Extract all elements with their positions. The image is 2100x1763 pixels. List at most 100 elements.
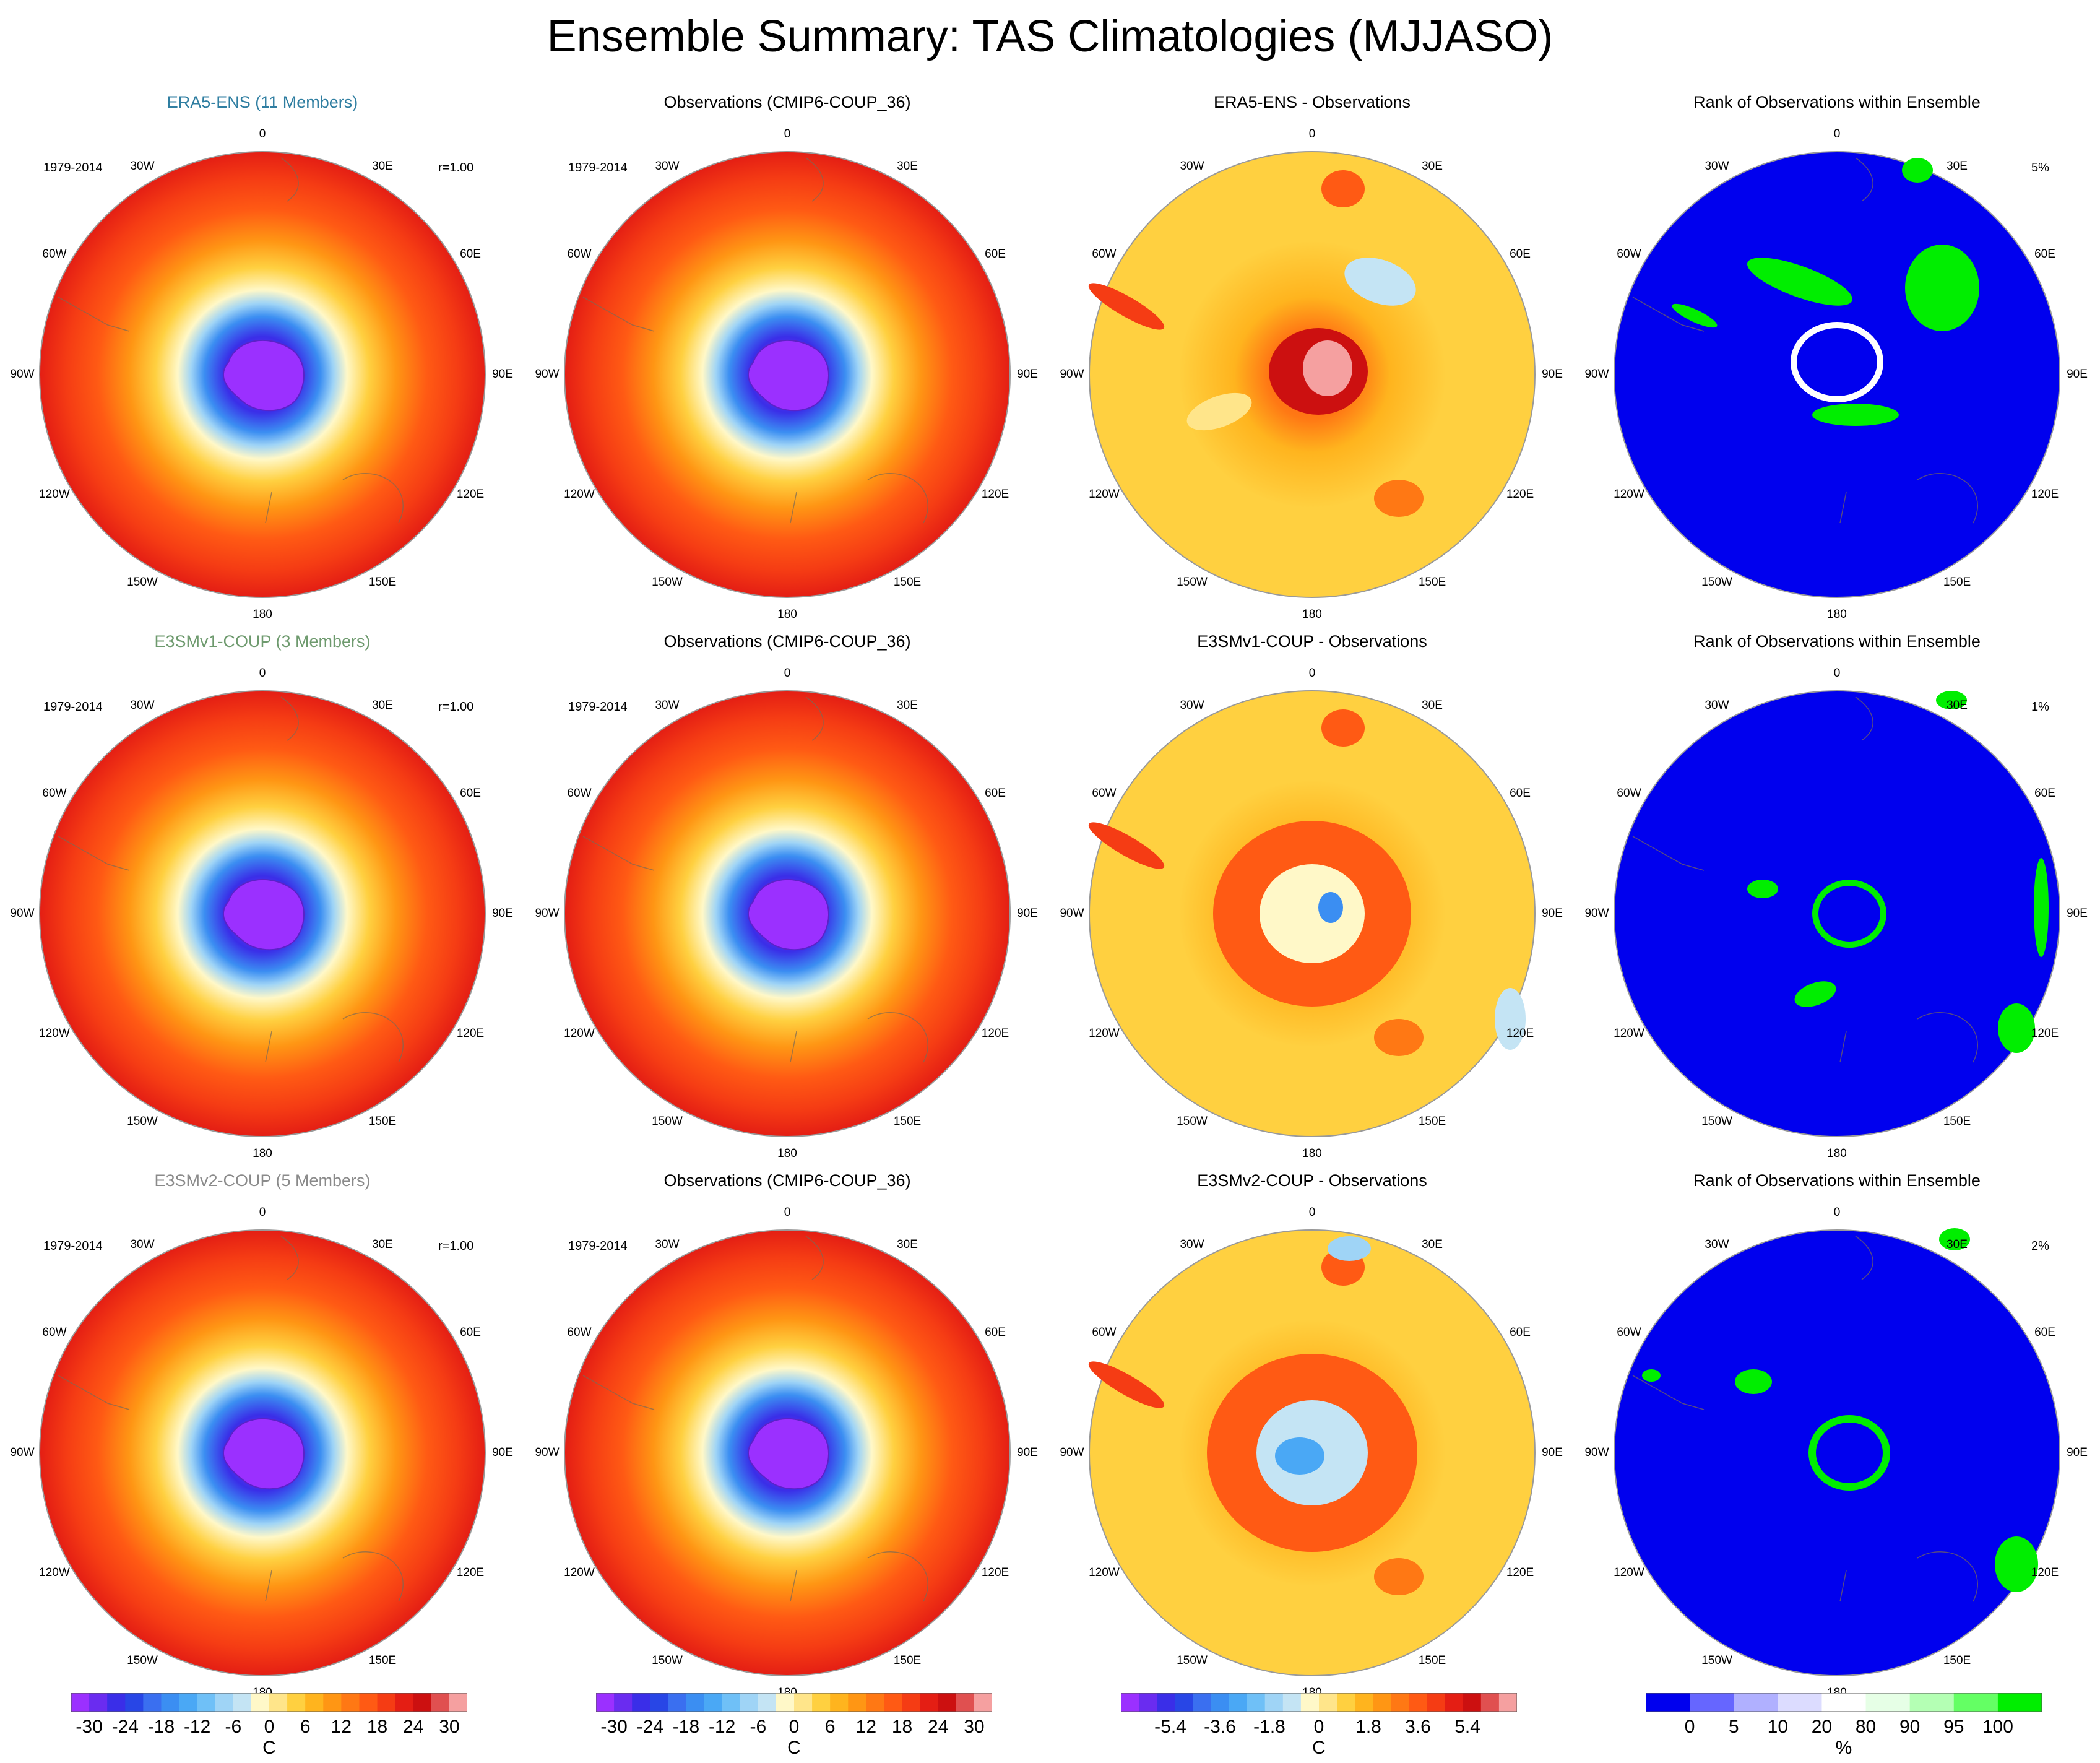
longitude-label: 90E <box>2067 368 2088 381</box>
colorbar-swatch <box>596 1693 615 1712</box>
longitude-label: 60W <box>567 248 592 261</box>
longitude-label: 30W <box>1180 159 1204 173</box>
map-panel-diff: E3SMv1-COUP - Observations 0 30E 60E 90E 120E… <box>1050 632 1575 1171</box>
page-title: Ensemble Summary: TAS Climatologies (MJJ… <box>547 12 1553 61</box>
colorbar-unit-label: C <box>787 1738 801 1758</box>
colorbar-swatches <box>1120 1692 1518 1712</box>
longitude-label: 180 <box>1827 608 1847 621</box>
south-america-coast <box>58 1375 130 1410</box>
australia-coast <box>1917 1012 1978 1063</box>
colorbar-swatch <box>758 1693 777 1712</box>
longitude-label: 30E <box>1947 698 1968 712</box>
colorbar-swatch <box>830 1693 849 1712</box>
longitude-label: 120E <box>456 1566 485 1579</box>
colorbar-tick-label: -3.6 <box>1204 1717 1236 1737</box>
map-panel-clim: E3SMv1-COUP (3 Members) 0 30E 60E 90E 120E 150… <box>0 632 525 1171</box>
tropical-warm-band <box>1088 283 1165 330</box>
colorbar-swatch <box>1909 1693 1955 1712</box>
colorbar-swatch <box>1282 1693 1302 1712</box>
longitude-label: 0 <box>259 667 266 680</box>
longitude-label: 150E <box>368 1115 397 1128</box>
longitude-label: 150W <box>652 1115 683 1128</box>
colorbar-swatch <box>1121 1693 1139 1712</box>
colorbar-swatch <box>1953 1693 1998 1712</box>
longitude-label: 60W <box>42 248 67 261</box>
colorbar-swatch <box>1319 1693 1337 1712</box>
colorbar-tick-label: -24 <box>111 1717 139 1737</box>
longitude-label: 90W <box>1584 907 1609 920</box>
colorbar-tick-label: 10 <box>1767 1717 1789 1737</box>
panel-title: E3SMv2-COUP (5 Members) <box>154 1171 371 1190</box>
longitude-label: 150W <box>1177 576 1208 589</box>
colorbar-swatch <box>1355 1693 1373 1712</box>
colorbar-swatch <box>251 1693 270 1712</box>
cool-anomaly <box>1328 1236 1371 1261</box>
longitude-label: 60E <box>985 1326 1006 1339</box>
colorbar-tick-label: 90 <box>1899 1717 1921 1737</box>
longitude-label: 90E <box>1017 368 1038 381</box>
longitude-label: 150E <box>893 576 922 589</box>
rank-high-patch <box>2034 858 2049 957</box>
longitude-label: 90E <box>1017 1446 1038 1459</box>
longitude-label: 60E <box>1510 1326 1531 1339</box>
colorbar-swatch <box>1229 1693 1248 1712</box>
colorbar-swatch <box>740 1693 759 1712</box>
polar-map <box>1614 690 2060 1137</box>
longitude-label: 90E <box>1542 368 1563 381</box>
cool-anomaly <box>1344 258 1416 306</box>
cool-anomaly <box>1495 988 1526 1050</box>
africa-coast <box>1855 1236 1873 1280</box>
longitude-label: 120W <box>39 488 70 501</box>
longitude-label: 0 <box>784 128 791 141</box>
colorbar-tick-label: 12 <box>855 1717 877 1737</box>
colorbar-tick-label: 12 <box>331 1717 352 1737</box>
longitude-label: 120E <box>981 1027 1009 1040</box>
colorbar-swatch <box>359 1693 378 1712</box>
colorbar-swatch <box>1778 1693 1822 1712</box>
colorbar-temperature: -30 -24 -18 -12 -6 0 6 12 18 24 30 C <box>71 1692 468 1761</box>
longitude-label: 180 <box>777 1147 797 1160</box>
rank-high-patch <box>1747 258 1853 306</box>
longitude-label: 120W <box>1614 1027 1644 1040</box>
map-panel-diff: ERA5-ENS - Observations 0 30E 60E 90E 120E 150… <box>1050 93 1575 631</box>
longitude-label: 30E <box>1422 1237 1443 1251</box>
longitude-label: 0 <box>1833 128 1841 141</box>
longitude-label: 60E <box>460 248 481 261</box>
africa-coast <box>805 1236 824 1280</box>
longitude-label: 90E <box>1017 907 1038 920</box>
longitude-label: 150W <box>127 576 158 589</box>
period-label: 1979-2014 <box>43 1239 103 1253</box>
longitude-label: 90E <box>492 1446 513 1459</box>
colorbar-swatch <box>1300 1693 1320 1712</box>
panel-title: E3SMv1-COUP (3 Members) <box>154 632 371 651</box>
longitude-label: 150W <box>127 1654 158 1668</box>
map-panel-rank: Rank of Observations within Ensemble 0 30E… <box>1575 632 2099 1171</box>
colorbar-swatch <box>305 1693 324 1712</box>
africa-coast <box>280 696 299 741</box>
longitude-label: 150E <box>1943 1654 1971 1668</box>
colorbar-swatch <box>686 1693 705 1712</box>
longitude-label: 180 <box>1302 608 1322 621</box>
map-panel-rank: Rank of Observations within Ensemble 0 30E… <box>1575 93 2099 631</box>
australia-warm-patch <box>1374 1558 1424 1595</box>
weak-warm-anomaly <box>1186 392 1252 431</box>
longitude-label: 90E <box>1542 907 1563 920</box>
south-america-coast <box>582 836 655 871</box>
panel-title: Rank of Observations within Ensemble <box>1693 632 1981 651</box>
panel-title: Rank of Observations within Ensemble <box>1693 93 1981 111</box>
longitude-label: 180 <box>253 1147 272 1160</box>
rank-high-patch <box>1672 303 1718 328</box>
map-panel-clim: Observations (CMIP6-COUP_36) 0 30E 60E 90E 12… <box>525 632 1050 1171</box>
colorbar-tick-label: -12 <box>708 1717 736 1737</box>
colorbar-swatch <box>722 1693 741 1712</box>
africa-warm-patch <box>1321 709 1365 747</box>
period-label: 1979-2014 <box>568 161 628 175</box>
colorbar-tick-labels: -5.4 -3.6 -1.8 0 1.8 3.6 5.4 <box>1121 1717 1517 1741</box>
australia-coast <box>342 1551 404 1602</box>
longitude-label: 90W <box>1060 368 1084 381</box>
colorbar-swatches <box>71 1692 468 1712</box>
longitude-label: 60E <box>985 787 1006 800</box>
australia-warm-patch <box>1374 480 1424 517</box>
colorbar-tick-label: 0 <box>1313 1717 1324 1737</box>
longitude-label: 120E <box>981 1566 1009 1579</box>
